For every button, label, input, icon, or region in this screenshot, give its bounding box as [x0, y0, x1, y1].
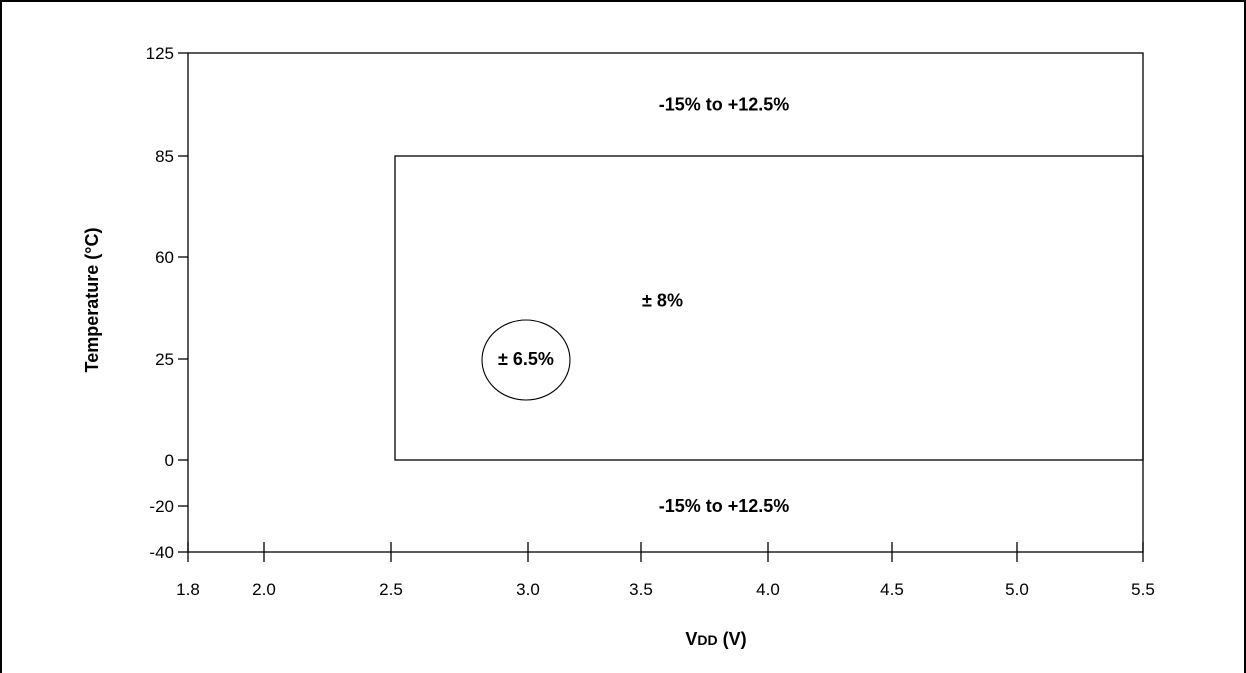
x-axis-title: VDD (V)	[685, 629, 746, 649]
region-label-outer-lower: -15% to +12.5%	[659, 496, 790, 516]
point-region-ellipse	[481, 319, 571, 401]
y-tick-label: -40	[149, 543, 174, 562]
x-tick-label: 3.5	[629, 580, 653, 599]
x-tick-label: 4.5	[880, 580, 904, 599]
x-axis-title-main: V	[685, 629, 697, 649]
x-tick-label: 3.0	[516, 580, 540, 599]
inner-region-box	[394, 155, 1144, 461]
y-tick-label: -20	[149, 497, 174, 516]
x-tick-label: 2.0	[252, 580, 276, 599]
x-tick-label: 2.5	[379, 580, 403, 599]
region-label-outer: -15% to +12.5%	[659, 95, 790, 115]
y-tick-label: 125	[146, 44, 174, 63]
y-axis-title: Temperature (°C)	[82, 228, 102, 373]
y-tick-label: 60	[155, 248, 174, 267]
x-tick-label: 4.0	[756, 580, 780, 599]
y-tick-label: 85	[155, 147, 174, 166]
x-tick-label: 1.8	[176, 580, 200, 599]
x-axis-title-sub: DD	[697, 632, 717, 648]
x-tick-label: 5.5	[1131, 580, 1155, 599]
region-label-point: ± 6.5%	[498, 349, 554, 369]
x-tick-label: 5.0	[1005, 580, 1029, 599]
y-tick-label: 25	[155, 350, 174, 369]
region-label-inner: ± 8%	[642, 291, 683, 311]
y-tick-label: 0	[165, 451, 174, 470]
x-axis-title-unit: (V)	[718, 629, 747, 649]
